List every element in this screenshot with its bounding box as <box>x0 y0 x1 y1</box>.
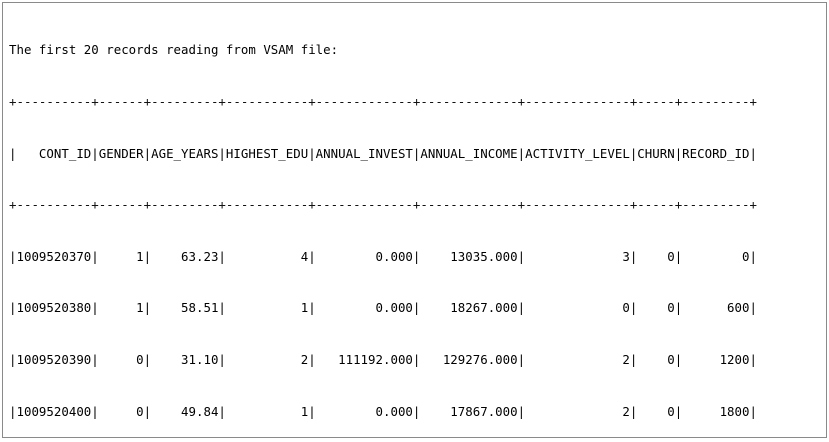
table-row: |1009520400| 0| 49.84| 1| 0.000| 17867.0… <box>9 403 757 419</box>
table-header-row: | CONT_ID|GENDER|AGE_YEARS|HIGHEST_EDU|A… <box>9 145 757 161</box>
console-text: The first 20 records reading from VSAM f… <box>3 3 826 437</box>
table-row: |1009520370| 1| 63.23| 4| 0.000| 13035.0… <box>9 248 757 264</box>
output-heading: The first 20 records reading from VSAM f… <box>9 42 339 58</box>
table-separator-header: +----------+------+---------+-----------… <box>9 197 757 213</box>
table-row: |1009520380| 1| 58.51| 1| 0.000| 18267.0… <box>9 300 757 316</box>
table-separator-top: +----------+------+---------+-----------… <box>9 94 757 109</box>
table-row: |1009520390| 0| 31.10| 2| 111192.000| 12… <box>9 351 757 367</box>
